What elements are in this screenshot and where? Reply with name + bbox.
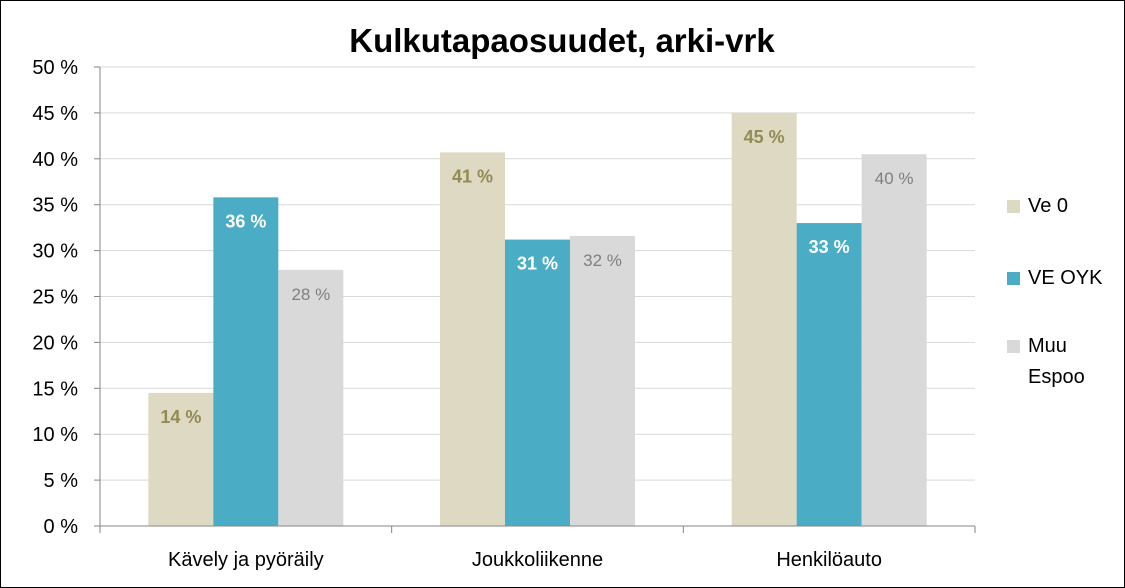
- bar: [278, 269, 344, 526]
- data-label: 40 %: [875, 169, 914, 188]
- bar: [796, 223, 862, 526]
- bars: [148, 112, 927, 527]
- data-label: 28 %: [291, 285, 330, 304]
- legend-label: Espoo: [1028, 366, 1085, 388]
- legend-label: Ve 0: [1028, 195, 1068, 217]
- legend-label: VE OYK: [1028, 267, 1103, 289]
- bar: [213, 197, 279, 526]
- data-label: 36 %: [225, 211, 266, 231]
- data-label: 31 %: [517, 254, 558, 274]
- y-tick-label: 15 %: [32, 378, 78, 400]
- y-tick-label: 40 %: [32, 149, 78, 171]
- y-tick-label: 50 %: [32, 57, 78, 79]
- bar: [731, 112, 797, 527]
- legend-swatch: [1007, 340, 1020, 353]
- y-tick-label: 45 %: [32, 103, 78, 125]
- x-tick-label: Joukkoliikenne: [472, 549, 603, 571]
- bar: [440, 152, 505, 526]
- legend-swatch: [1007, 200, 1020, 213]
- legend-label: Muu: [1028, 335, 1067, 357]
- bar: [861, 154, 927, 526]
- data-label: 14 %: [160, 407, 201, 427]
- chart-title: Kulkutapaosuudet, arki-vrk: [349, 22, 775, 59]
- y-tick-label: 20 %: [32, 332, 78, 354]
- bar: [505, 239, 570, 527]
- data-labels: 14 % 36 % 28 % 41 % 31 % 32 % 45 % 33 % 40 %: [160, 127, 913, 427]
- y-tick-label: 30 %: [32, 241, 78, 263]
- x-tick-label: Kävely ja pyöräily: [168, 549, 324, 571]
- x-tick-label: Henkilöauto: [776, 549, 882, 571]
- y-tick-label: 25 %: [32, 287, 78, 309]
- legend: Ve 0 VE OYK Muu Espoo: [1007, 195, 1103, 388]
- bar: [570, 235, 635, 527]
- data-label: 41 %: [452, 166, 493, 186]
- y-tick-label: 10 %: [32, 424, 78, 446]
- data-label: 45 %: [744, 127, 785, 147]
- bar: [148, 392, 214, 526]
- y-tick-label: 35 %: [32, 195, 78, 217]
- axes: [94, 66, 976, 533]
- y-tick-label: 5 %: [44, 470, 79, 492]
- tick-labels: 0 % 5 % 10 % 15 % 20 % 25 % 30 % 35 % 40 % 45 % 50…: [32, 57, 882, 571]
- y-tick-label: 0 %: [44, 516, 79, 538]
- legend-swatch: [1007, 272, 1020, 285]
- data-label: 33 %: [809, 237, 850, 257]
- data-label: 32 %: [583, 251, 622, 270]
